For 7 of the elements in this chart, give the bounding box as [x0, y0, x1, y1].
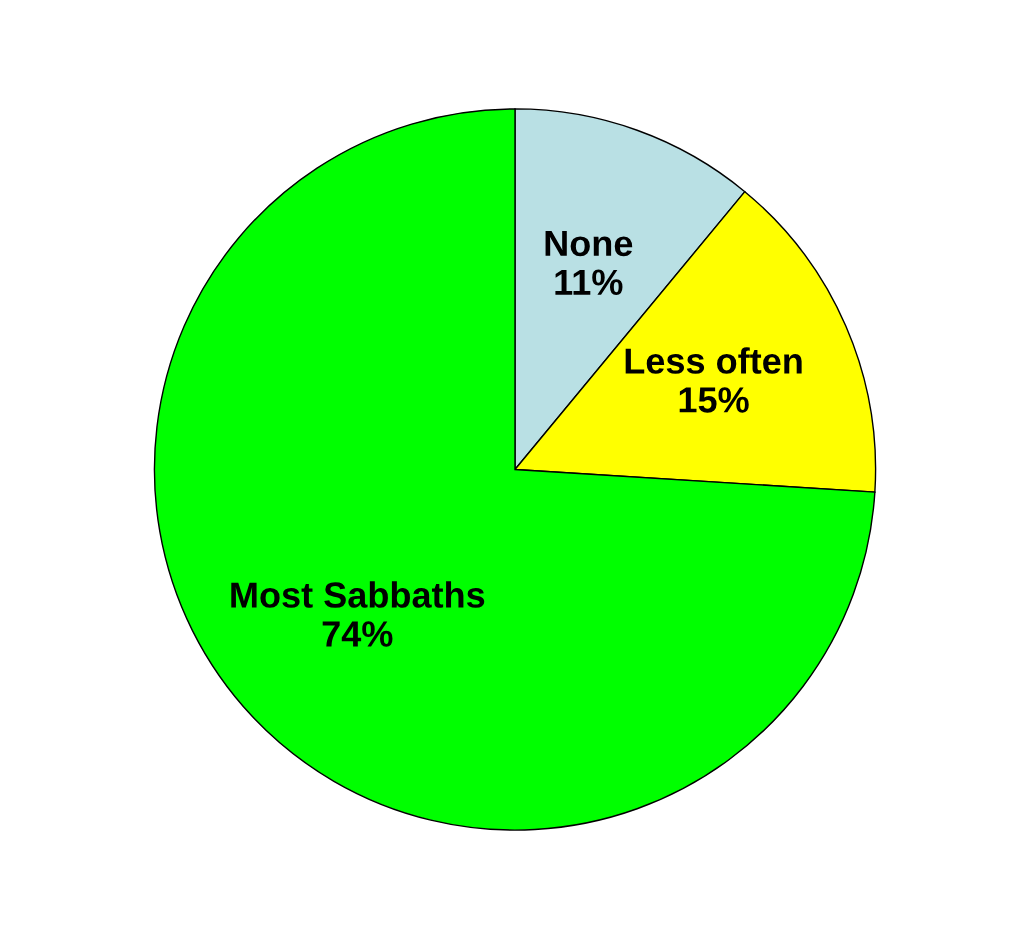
slice-label: Less often — [625, 347, 802, 374]
slice-label: None — [545, 230, 633, 257]
data-label: 11% — [555, 269, 623, 296]
slice-label: Most Sabbaths — [231, 581, 485, 608]
data-label: 15% — [679, 387, 749, 413]
data-label: 74% — [322, 621, 393, 647]
pie-slice — [153, 108, 876, 831]
